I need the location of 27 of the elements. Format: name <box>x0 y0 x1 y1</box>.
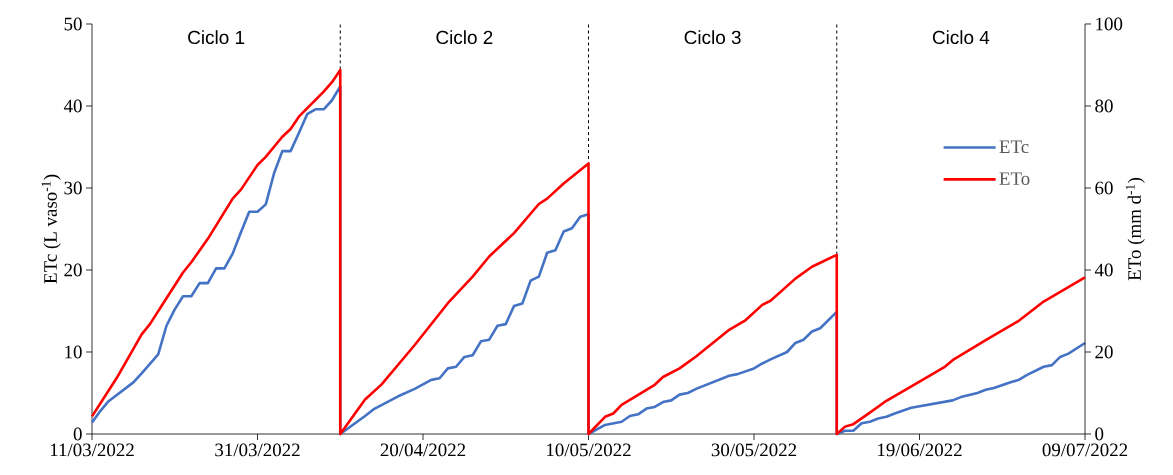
y2-tick-label: 80 <box>1095 99 1113 113</box>
x-tick-label: 20/04/2022 <box>380 443 466 457</box>
annotation: Ciclo 2 <box>436 30 493 45</box>
y2-tick-label: 40 <box>1094 263 1113 277</box>
x-tick-label: 10/05/2022 <box>547 443 631 457</box>
x-tick-label: 31/03/2022 <box>215 443 300 457</box>
y-tick-label: 40 <box>63 99 82 113</box>
annotation: Ciclo 4 <box>932 30 990 45</box>
y2-tick-label: 0 <box>1095 427 1104 441</box>
y-tick-label: 10 <box>65 345 82 359</box>
annotation: Ciclo 3 <box>684 30 741 45</box>
x-tick-label: 19/06/2022 <box>878 443 962 457</box>
y-axis-title: ETc (L vaso$^{-1}$) <box>41 174 61 284</box>
x-tick-label: 11/03/2022 <box>50 443 134 457</box>
y2-tick-label: 20 <box>1095 345 1113 359</box>
legend-label: ETc <box>999 140 1029 154</box>
y-tick-label: 0 <box>73 427 82 441</box>
x-tick-label: 30/05/2022 <box>711 443 797 457</box>
legend-label: ETo <box>999 172 1030 185</box>
y2-tick-label: 100 <box>1096 17 1123 31</box>
annotation: Ciclo 1 <box>188 30 245 45</box>
y2-tick-label: 60 <box>1095 181 1113 195</box>
y2-axis-title: ETo (mm d$^{-1}$) <box>1125 177 1145 281</box>
y-tick-label: 20 <box>64 263 82 277</box>
x-tick-label: 09/07/2022 <box>1042 443 1128 457</box>
y-tick-label: 50 <box>64 17 82 31</box>
y-tick-label: 30 <box>64 181 82 195</box>
